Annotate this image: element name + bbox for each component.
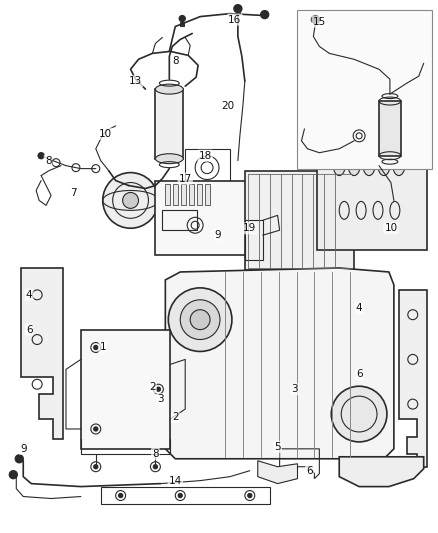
- Circle shape: [178, 494, 182, 497]
- Polygon shape: [339, 457, 424, 487]
- Circle shape: [180, 300, 220, 340]
- Text: 19: 19: [243, 223, 256, 233]
- Bar: [297, 10, 431, 168]
- Bar: [245, 220, 263, 260]
- Text: 17: 17: [179, 174, 192, 183]
- Text: 18: 18: [198, 151, 212, 161]
- Bar: [155, 89, 183, 159]
- Circle shape: [248, 494, 252, 497]
- Text: 10: 10: [384, 223, 397, 233]
- Circle shape: [103, 173, 159, 228]
- Bar: [318, 81, 427, 250]
- Bar: [189, 183, 194, 205]
- Text: 4: 4: [356, 303, 362, 313]
- Circle shape: [9, 471, 17, 479]
- Polygon shape: [21, 268, 63, 439]
- Circle shape: [94, 427, 98, 431]
- Text: 20: 20: [221, 101, 234, 111]
- Text: 4: 4: [26, 290, 32, 300]
- Circle shape: [38, 153, 44, 159]
- Polygon shape: [399, 290, 427, 467]
- Bar: [162, 211, 197, 230]
- Bar: [197, 183, 202, 205]
- Text: 16: 16: [228, 14, 241, 25]
- Ellipse shape: [378, 109, 390, 133]
- Bar: [236, 10, 240, 14]
- Ellipse shape: [155, 84, 183, 94]
- Ellipse shape: [333, 156, 345, 175]
- Bar: [165, 183, 170, 205]
- Circle shape: [311, 15, 319, 23]
- Text: 3: 3: [157, 394, 164, 404]
- Bar: [155, 181, 250, 255]
- Circle shape: [15, 455, 23, 463]
- Bar: [379, 101, 401, 156]
- Text: 7: 7: [70, 189, 76, 198]
- Bar: [81, 329, 170, 449]
- Bar: [180, 21, 184, 26]
- Ellipse shape: [363, 109, 375, 133]
- Circle shape: [119, 494, 123, 497]
- Text: 10: 10: [99, 129, 112, 139]
- Circle shape: [153, 465, 157, 469]
- Bar: [185, 149, 230, 187]
- Circle shape: [179, 15, 185, 21]
- Bar: [181, 183, 186, 205]
- Bar: [314, 18, 318, 21]
- Ellipse shape: [363, 156, 375, 175]
- Ellipse shape: [333, 109, 345, 133]
- Ellipse shape: [393, 109, 405, 133]
- Text: 9: 9: [20, 444, 27, 454]
- Polygon shape: [258, 461, 297, 483]
- Text: 8: 8: [152, 449, 159, 459]
- Circle shape: [123, 192, 138, 208]
- Ellipse shape: [155, 154, 183, 164]
- Text: 13: 13: [129, 76, 142, 86]
- Circle shape: [156, 387, 160, 391]
- Text: 5: 5: [274, 442, 281, 452]
- Text: 3: 3: [291, 384, 298, 394]
- Bar: [173, 183, 178, 205]
- Ellipse shape: [348, 156, 360, 175]
- Text: 9: 9: [215, 230, 221, 240]
- Circle shape: [261, 11, 268, 19]
- Text: 6: 6: [26, 325, 32, 335]
- Bar: [245, 171, 354, 270]
- Circle shape: [190, 310, 210, 329]
- Bar: [205, 183, 210, 205]
- Circle shape: [94, 465, 98, 469]
- Text: 15: 15: [313, 17, 326, 27]
- Text: 1: 1: [99, 343, 106, 352]
- Circle shape: [168, 288, 232, 351]
- Text: 2: 2: [149, 382, 156, 392]
- Polygon shape: [165, 268, 394, 459]
- Circle shape: [234, 5, 242, 13]
- Text: 14: 14: [169, 475, 182, 486]
- Text: 6: 6: [306, 466, 313, 475]
- Circle shape: [94, 345, 98, 350]
- Ellipse shape: [393, 156, 405, 175]
- Text: 8: 8: [172, 56, 179, 66]
- Ellipse shape: [348, 109, 360, 133]
- Text: 8: 8: [45, 156, 51, 166]
- Text: 2: 2: [172, 412, 179, 422]
- Text: 6: 6: [356, 369, 362, 379]
- Ellipse shape: [378, 156, 390, 175]
- Circle shape: [331, 386, 387, 442]
- Bar: [101, 487, 270, 504]
- Bar: [321, 83, 425, 113]
